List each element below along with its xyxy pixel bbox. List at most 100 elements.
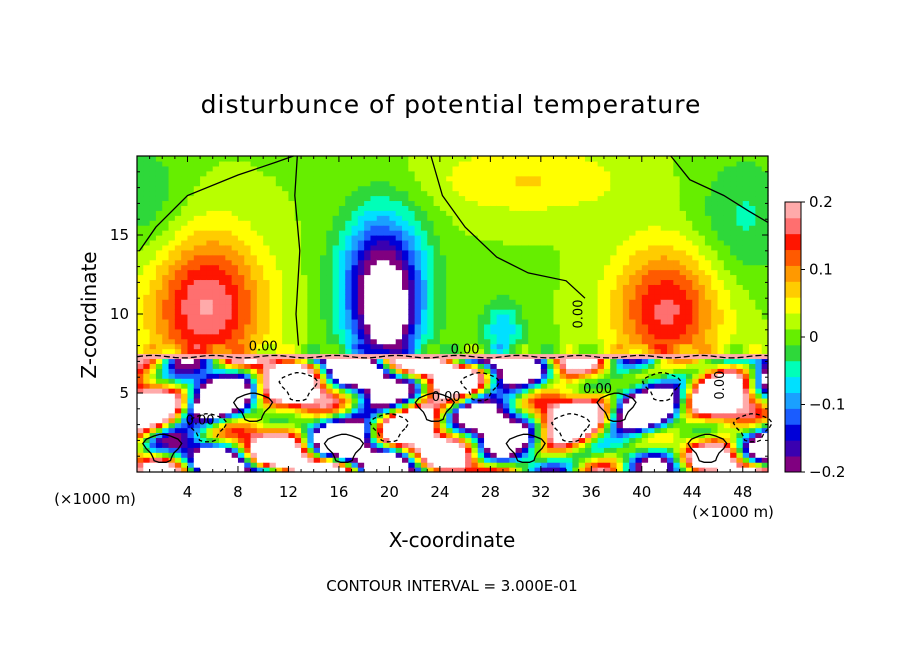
heatmap-cell (301, 279, 308, 285)
heatmap-cell (326, 156, 334, 162)
heatmap-cell (496, 442, 504, 448)
heatmap-cell (566, 309, 573, 315)
heatmap-cell (439, 467, 447, 473)
heatmap-cell (326, 220, 334, 226)
heatmap-cell (364, 230, 372, 236)
heatmap-cell (610, 462, 618, 468)
heatmap-cell (256, 170, 264, 177)
heatmap-cell (446, 309, 454, 315)
heatmap-cell (212, 259, 220, 266)
heatmap-cell (477, 289, 485, 295)
heatmap-cell (162, 412, 170, 419)
heatmap-cell (269, 225, 277, 231)
heatmap-cell (465, 215, 473, 221)
heatmap-cell (622, 210, 630, 216)
heatmap-cell (616, 348, 624, 355)
heatmap-cell (528, 437, 536, 443)
heatmap-cell (301, 338, 308, 345)
heatmap-cell (256, 383, 264, 389)
heatmap-cell (256, 190, 264, 197)
heatmap-cell (193, 323, 201, 330)
heatmap-cell (263, 170, 271, 177)
heatmap-cell (433, 378, 441, 384)
heatmap-cell (219, 422, 226, 429)
heatmap-cell (301, 190, 308, 197)
heatmap-cell (521, 427, 529, 434)
heatmap-cell (534, 442, 542, 448)
heatmap-cell (193, 417, 201, 424)
heatmap-cell (547, 348, 555, 355)
heatmap-cell (471, 314, 479, 320)
heatmap-cell (313, 427, 321, 434)
heatmap-cell (206, 205, 214, 211)
heatmap-cell (275, 304, 283, 310)
heatmap-cell (452, 165, 460, 172)
heatmap-cell (149, 225, 157, 231)
heatmap-cell (484, 348, 491, 355)
heatmap-cell (364, 309, 372, 315)
heatmap-cell (357, 447, 365, 453)
heatmap-cell (509, 274, 517, 281)
heatmap-cell (181, 378, 189, 384)
heatmap-cell (370, 230, 378, 236)
heatmap-cell (174, 289, 182, 295)
heatmap-cell (534, 314, 542, 320)
heatmap-cell (345, 284, 353, 290)
heatmap-cell (509, 442, 517, 448)
heatmap-cell (345, 323, 353, 330)
heatmap-cell (174, 195, 182, 202)
heatmap-cell (282, 358, 290, 364)
heatmap-cell (187, 210, 195, 216)
heatmap-cell (313, 304, 321, 310)
heatmap-cell (174, 269, 182, 276)
heatmap-cell (427, 328, 435, 335)
heatmap-cell (263, 333, 271, 340)
heatmap-cell (357, 309, 365, 315)
heatmap-cell (534, 358, 542, 364)
heatmap-cell (534, 294, 542, 300)
heatmap-cell (319, 170, 327, 177)
heatmap-cell (603, 274, 611, 281)
heatmap-cell (616, 205, 624, 211)
heatmap-cell (237, 160, 245, 167)
heatmap-cell (294, 432, 302, 439)
heatmap-cell (408, 309, 416, 315)
heatmap-cell (439, 447, 447, 453)
heatmap-cell (357, 279, 365, 285)
heatmap-cell (269, 314, 277, 320)
heatmap-cell (181, 437, 189, 443)
heatmap-cell (420, 274, 428, 281)
heatmap-cell (408, 304, 416, 310)
heatmap-cell (181, 289, 189, 295)
heatmap-cell (566, 225, 573, 231)
heatmap-cell (502, 383, 510, 389)
heatmap-cell (219, 294, 226, 300)
heatmap-cell (256, 289, 264, 295)
heatmap-cell (465, 388, 473, 394)
heatmap-cell (427, 274, 435, 281)
heatmap-cell (414, 427, 422, 434)
heatmap-cell (446, 402, 454, 409)
heatmap-cell (263, 156, 271, 162)
heatmap-cell (319, 388, 327, 394)
heatmap-cell (496, 239, 504, 246)
heatmap-cell (200, 412, 208, 419)
heatmap-cell (458, 304, 466, 310)
heatmap-cell (313, 205, 321, 211)
heatmap-cell (174, 333, 182, 340)
heatmap-cell (370, 442, 378, 448)
heatmap-cell (219, 348, 226, 355)
heatmap-cell (420, 205, 428, 211)
heatmap-cell (578, 299, 586, 305)
heatmap-cell (420, 225, 428, 231)
heatmap-cell (155, 328, 163, 335)
heatmap-cell (155, 442, 163, 448)
heatmap-cell (137, 195, 144, 202)
heatmap-cell (534, 323, 542, 330)
heatmap-cell (465, 368, 473, 374)
heatmap-cell (237, 200, 245, 206)
heatmap-cell (332, 314, 340, 320)
heatmap-cell (465, 318, 473, 325)
heatmap-cell (307, 274, 315, 281)
heatmap-cell (389, 383, 397, 389)
